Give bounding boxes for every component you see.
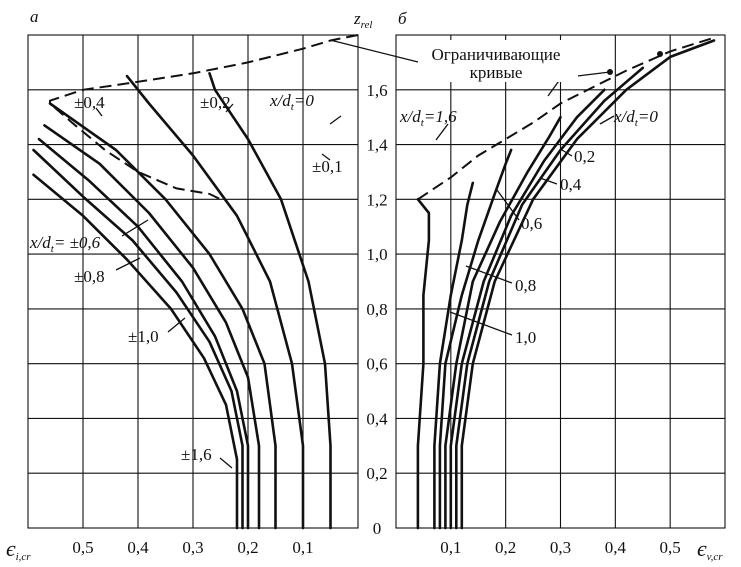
y-tick-label: 0,8 bbox=[366, 300, 387, 319]
label-leader-line bbox=[321, 153, 331, 161]
panel-b-curves bbox=[416, 36, 716, 530]
y-tick-label: 0,6 bbox=[366, 355, 387, 374]
annotation-box bbox=[418, 40, 578, 82]
y-axis-label: zrel bbox=[353, 9, 372, 31]
series-curve-b bbox=[460, 39, 716, 530]
annotation-line-2: кривые bbox=[470, 63, 523, 82]
series-curve-a bbox=[208, 72, 332, 530]
label-leader-lines bbox=[95, 39, 663, 469]
y-tick-label: 1,2 bbox=[366, 190, 387, 209]
x-tick-label-a: 0,2 bbox=[237, 538, 258, 557]
series-curve-a bbox=[48, 102, 277, 530]
label-a-0-1: ±0,1 bbox=[312, 157, 343, 176]
curve-end-arrow bbox=[657, 51, 663, 57]
x-tick-label-a: 0,3 bbox=[182, 538, 203, 557]
label-leader-line bbox=[496, 189, 520, 221]
series-curve-a bbox=[32, 173, 239, 530]
label-leader-line bbox=[225, 103, 234, 113]
label-leader-line bbox=[95, 107, 103, 117]
x-tick-label-a: 0,4 bbox=[127, 538, 149, 557]
series-curve-b bbox=[416, 198, 431, 530]
label-b-x-dt-1-6: x/dt=1,6 bbox=[399, 107, 457, 129]
label-leader-line bbox=[167, 317, 186, 333]
x-tick-label-b: 0,1 bbox=[440, 538, 461, 557]
label-a-x-dt-0: x/dt=0 bbox=[269, 91, 314, 113]
label-b-1-0: 1,0 bbox=[515, 328, 536, 347]
curve-end-arrow bbox=[607, 69, 613, 75]
label-leader-line bbox=[561, 149, 573, 157]
label-b-0-8: 0,8 bbox=[515, 276, 536, 295]
y-tick-label: 1,4 bbox=[366, 136, 388, 155]
label-leader-line bbox=[539, 177, 558, 185]
y-tick-label: 0 bbox=[373, 519, 382, 538]
series-curve-b bbox=[433, 181, 475, 530]
label-a-x-dt-0-6: x/dt= ±0,6 bbox=[29, 233, 101, 255]
y-tick-label: 0,4 bbox=[366, 409, 388, 428]
x-tick-label-b: 0,4 bbox=[605, 538, 627, 557]
series-curve-a bbox=[32, 148, 244, 530]
label-leader-line bbox=[599, 115, 615, 125]
x-tick-label-b: 0,2 bbox=[495, 538, 516, 557]
x-tick-label-b: 0,3 bbox=[550, 538, 571, 557]
label-a-0-8: ±0,8 bbox=[74, 267, 105, 286]
panel-b-x-axis-label: єv,cr bbox=[697, 536, 723, 563]
series-curve-a bbox=[125, 74, 305, 530]
label-leader-line bbox=[329, 115, 342, 125]
label-b-0-2: 0,2 bbox=[574, 147, 595, 166]
label-leader-line bbox=[121, 219, 149, 237]
label-leader-line bbox=[449, 311, 513, 336]
y-tick-label: 1,6 bbox=[366, 81, 387, 100]
limiting-curve-a bbox=[49, 34, 359, 201]
label-leader-line bbox=[219, 457, 233, 469]
tick-labels: 0,5 0,4 0,3 0,2 0,1 0,1 0,2 0,3 0,4 0,5 0 0,2 0,4 0,6… bbox=[72, 81, 680, 557]
label-leader-line bbox=[465, 265, 513, 284]
x-tick-label-a: 0,1 bbox=[292, 538, 313, 557]
panel-a-x-axis-label: єi,cr bbox=[6, 536, 31, 563]
label-b-0-6: 0,6 bbox=[521, 214, 542, 233]
label-a-1-0: ±1,0 bbox=[128, 327, 159, 346]
panel-b-letter: б bbox=[398, 9, 407, 28]
label-b-x-dt-0: x/dt=0 bbox=[613, 107, 658, 129]
annotation-line-1: Ограничивающие bbox=[432, 45, 561, 64]
label-leader-line bbox=[115, 257, 141, 271]
y-tick-label: 1,0 bbox=[366, 245, 387, 264]
x-tick-label-a: 0,5 bbox=[72, 538, 93, 557]
series-curve-b bbox=[444, 115, 562, 530]
label-a-0-4: ±0,4 bbox=[74, 93, 105, 112]
panel-a-curves bbox=[32, 34, 359, 530]
label-leader-line bbox=[329, 39, 419, 63]
series-curve-a bbox=[37, 137, 250, 530]
series-curve-b bbox=[455, 66, 645, 530]
x-tick-label-b: 0,5 bbox=[660, 538, 681, 557]
label-a-1-6: ±1,6 bbox=[181, 445, 212, 464]
label-a-0-2: ±0,2 bbox=[200, 93, 231, 112]
label-leader-line bbox=[435, 123, 449, 141]
panel-a-letter: а bbox=[30, 7, 39, 26]
label-b-0-4: 0,4 bbox=[560, 175, 582, 194]
series-curve-a bbox=[43, 124, 261, 530]
y-tick-label: 0,2 bbox=[366, 464, 387, 483]
series-curve-b bbox=[449, 88, 606, 530]
limiting-curve-b bbox=[417, 36, 715, 201]
